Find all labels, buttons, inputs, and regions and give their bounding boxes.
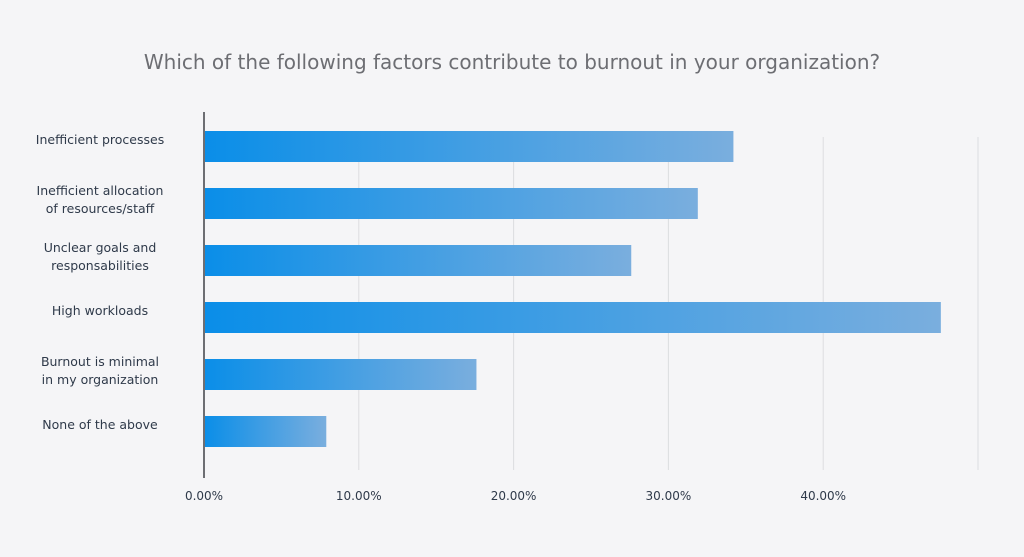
category-label-3: High workloads [52,303,148,318]
bar-3 [204,302,941,333]
chart-title: Which of the following factors contribut… [143,50,881,74]
bar-0 [204,131,734,162]
bar-5 [204,416,327,447]
bar-4 [204,359,477,390]
bar-1 [204,188,698,219]
x-tick-label-2: 20.00% [491,489,537,503]
category-label-1: Inefficient allocation of resources/staff [37,183,164,216]
bar-2 [204,245,632,276]
category-label-2: Unclear goals and responsabilities [44,240,157,273]
category-label-0: Inefficient processes [36,132,164,147]
category-label-5: None of the above [42,417,158,432]
category-label-4: Burnout is minimal in my organization [41,354,159,387]
x-tick-label-3: 30.00% [646,489,692,503]
x-tick-label-1: 10.00% [336,489,382,503]
x-tick-label-0: 0.00% [185,489,223,503]
x-tick-label-4: 40.00% [800,489,846,503]
